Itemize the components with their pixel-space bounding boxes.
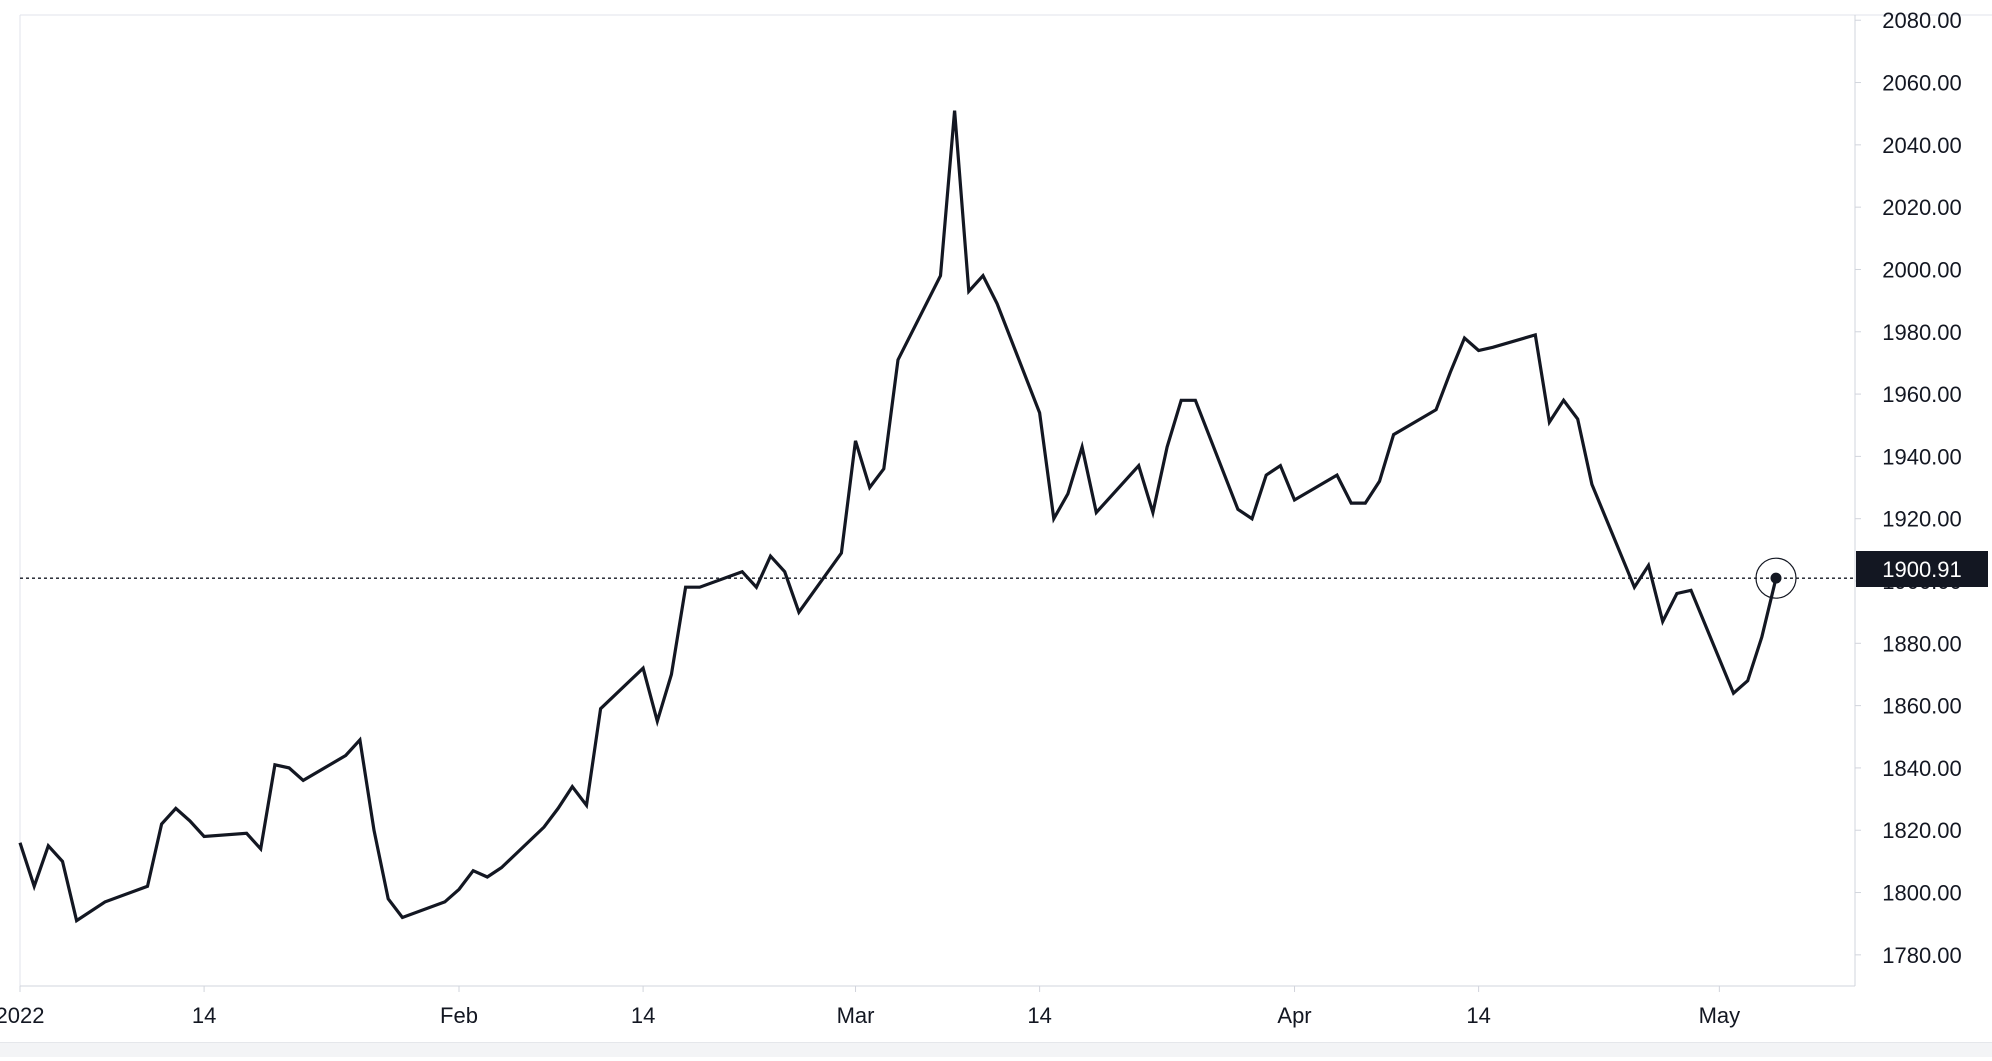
- x-tick-label: May: [1699, 1003, 1741, 1028]
- y-tick-label: 1920.00: [1882, 507, 1962, 532]
- x-tick-label: Feb: [440, 1003, 478, 1028]
- y-tick-label: 1840.00: [1882, 756, 1962, 781]
- y-tick-label: 1860.00: [1882, 694, 1962, 719]
- y-tick-label: 1980.00: [1882, 320, 1962, 345]
- y-tick-label: 2040.00: [1882, 133, 1962, 158]
- x-tick-label: 14: [192, 1003, 216, 1028]
- x-tick-label: 2022: [0, 1003, 44, 1028]
- y-tick-label: 1780.00: [1882, 943, 1962, 968]
- y-tick-label: 2000.00: [1882, 257, 1962, 282]
- x-tick-label: 14: [1466, 1003, 1490, 1028]
- y-tick-label: 1820.00: [1882, 818, 1962, 843]
- y-tick-label: 1800.00: [1882, 881, 1962, 906]
- x-tick-label: 14: [631, 1003, 655, 1028]
- x-tick-label: 14: [1027, 1003, 1051, 1028]
- last-point-halo: [1755, 557, 1797, 599]
- y-tick-label: 1940.00: [1882, 444, 1962, 469]
- y-tick-label: 2020.00: [1882, 195, 1962, 220]
- y-tick-label: 2080.00: [1882, 8, 1962, 33]
- y-tick-label: 1960.00: [1882, 382, 1962, 407]
- last-value-label: 1900.91: [1882, 557, 1962, 582]
- y-tick-label: 1880.00: [1882, 631, 1962, 656]
- y-tick-label: 2060.00: [1882, 71, 1962, 96]
- last-value-badge: [1856, 551, 1988, 587]
- x-tick-label: Mar: [837, 1003, 875, 1028]
- bottom-strip: [0, 1042, 1992, 1057]
- x-tick-label: Apr: [1277, 1003, 1311, 1028]
- last-point-dot[interactable]: [1770, 572, 1782, 584]
- price-series-line: [18, 110, 1778, 924]
